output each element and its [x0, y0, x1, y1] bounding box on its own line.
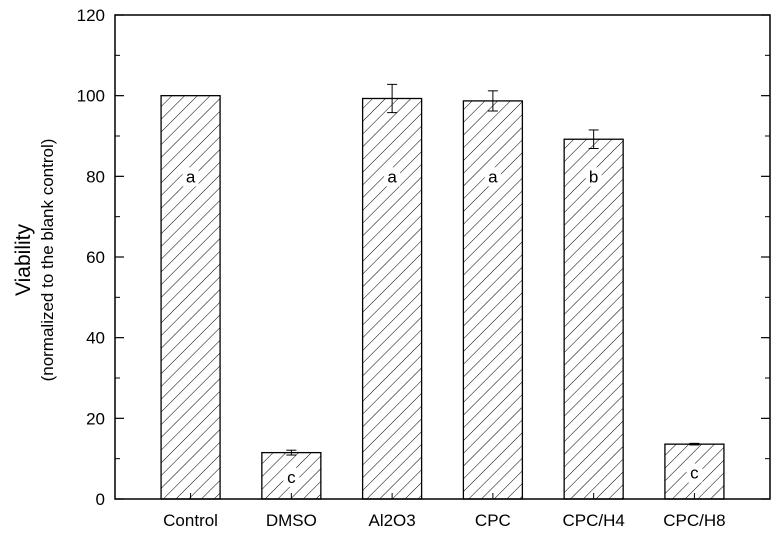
sig-label-bg	[484, 167, 501, 187]
x-tick-label: Al2O3	[368, 511, 415, 530]
sig-label-bg	[182, 167, 199, 187]
y-tick-label: 100	[77, 87, 105, 106]
bars: a c a a b c	[160, 83, 725, 500]
significance-label: c	[287, 468, 296, 487]
y-tick-label: 80	[86, 167, 105, 186]
bar	[563, 138, 624, 500]
significance-label: b	[589, 167, 598, 186]
sig-label-bg	[686, 463, 703, 483]
significance-label: c	[690, 464, 699, 483]
bar	[361, 97, 423, 500]
y-tick-label: 0	[96, 490, 105, 509]
significance-label: a	[186, 167, 196, 186]
sig-label-bg	[283, 467, 300, 487]
y-axis-title: Viability	[12, 224, 35, 296]
x-axis-labels: Control DMSO Al2O3 CPC CPC/H4 CPC/H8	[163, 493, 726, 530]
bar-group: a	[361, 83, 423, 500]
sig-label-bg	[585, 167, 602, 187]
y-tick-label: 40	[86, 329, 105, 348]
bar-group: c	[664, 442, 725, 500]
y-tick-label: 120	[77, 6, 105, 25]
x-tick-label: CPC/H8	[663, 511, 725, 530]
significance-label: a	[488, 167, 498, 186]
x-tick-label: CPC/H4	[562, 511, 624, 530]
x-tick-label: DMSO	[266, 511, 317, 530]
bar-group: a	[160, 95, 221, 500]
bar-group: c	[261, 449, 322, 500]
y-axis-subtitle: (normalized to the blank control)	[38, 139, 57, 382]
y-tick-label: 20	[86, 409, 105, 428]
bar	[462, 100, 524, 500]
y-axis-ticks: 0 20 40 60 80 100 120	[77, 6, 770, 509]
bar-group: a	[462, 90, 524, 500]
significance-label: a	[387, 167, 397, 186]
bar	[160, 95, 221, 500]
y-tick-label: 60	[86, 248, 105, 267]
x-tick-label: Control	[163, 511, 218, 530]
x-tick-label: CPC	[475, 511, 511, 530]
bar-group: b	[563, 129, 624, 500]
sig-label-bg	[384, 167, 401, 187]
